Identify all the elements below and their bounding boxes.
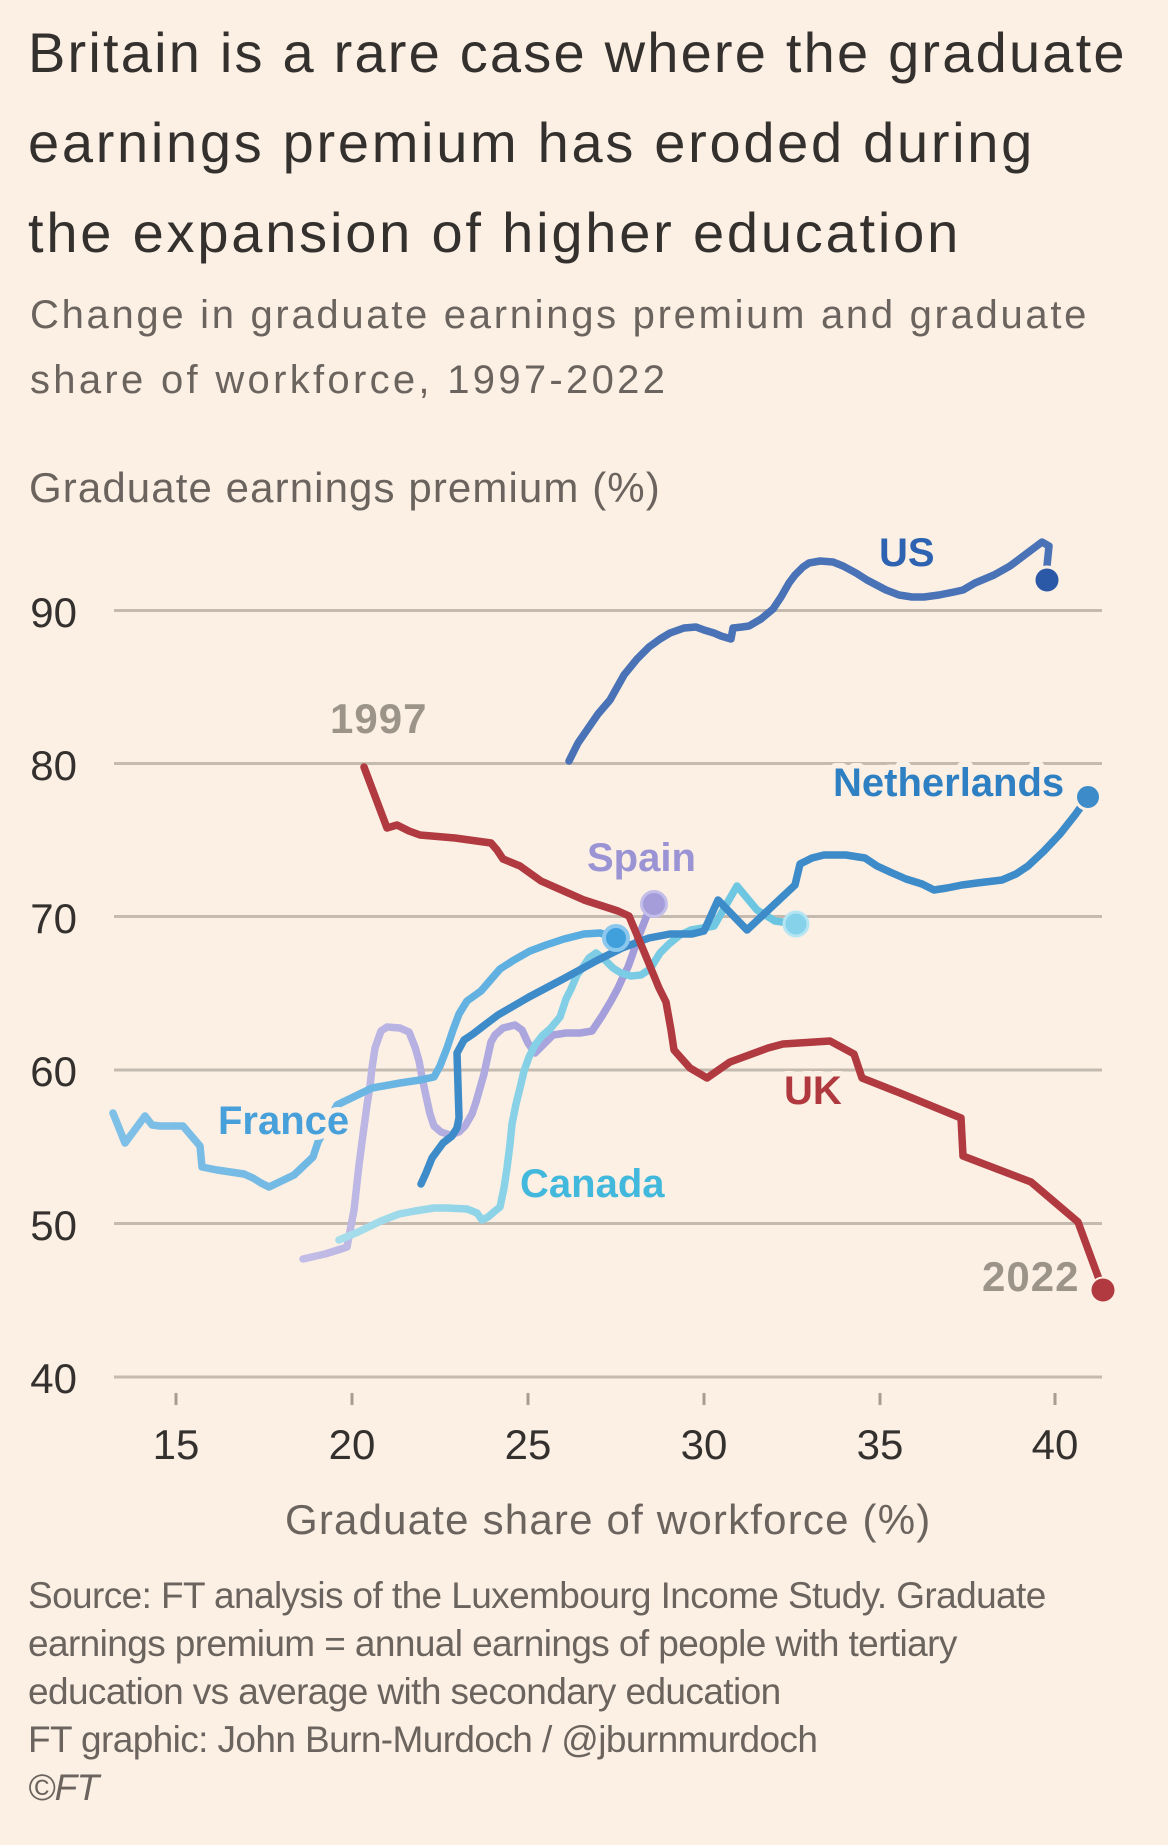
svg-text:2022: 2022 [982,1253,1079,1300]
svg-text:40: 40 [30,1355,77,1402]
svg-text:1997: 1997 [330,695,427,742]
svg-text:15: 15 [153,1421,200,1468]
svg-text:30: 30 [681,1421,728,1468]
svg-text:Canada: Canada [520,1162,665,1206]
svg-text:20: 20 [329,1421,376,1468]
svg-text:40: 40 [1032,1421,1079,1468]
svg-text:Netherlands: Netherlands [833,761,1064,805]
svg-text:60: 60 [30,1048,77,1095]
svg-text:25: 25 [505,1421,552,1468]
svg-text:France: France [218,1099,349,1143]
svg-text:90: 90 [30,589,77,636]
svg-text:80: 80 [30,742,77,789]
svg-text:50: 50 [30,1202,77,1249]
svg-text:70: 70 [30,895,77,942]
svg-text:Spain: Spain [587,836,696,880]
svg-text:UK: UK [784,1069,842,1113]
svg-text:35: 35 [857,1421,904,1468]
svg-text:US: US [879,531,935,575]
